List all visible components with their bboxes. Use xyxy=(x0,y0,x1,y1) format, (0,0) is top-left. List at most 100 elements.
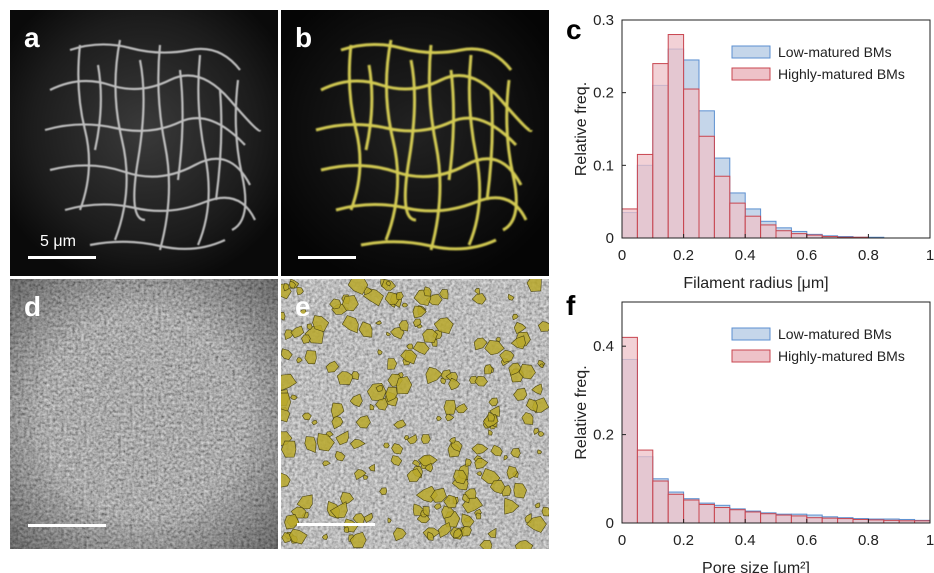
pore-region xyxy=(537,431,545,437)
pore-region xyxy=(422,506,430,517)
y-tick-label: 0.4 xyxy=(593,338,614,355)
pore-region xyxy=(288,528,308,545)
pore-region xyxy=(531,383,543,395)
pore-region xyxy=(443,494,457,509)
histogram-bar xyxy=(713,507,731,524)
pore-region xyxy=(377,349,383,355)
histogram-bar xyxy=(667,493,685,524)
x-tick-label: 0 xyxy=(618,247,626,264)
pore-region xyxy=(449,436,456,444)
pore-region xyxy=(514,540,534,549)
x-tick-label: 0.2 xyxy=(673,532,694,549)
pore-region xyxy=(503,455,508,461)
pore-region xyxy=(465,458,472,467)
pore-region xyxy=(512,313,519,321)
histogram-bar xyxy=(683,499,700,524)
y-tick-label: 0 xyxy=(606,230,614,247)
pore-region xyxy=(341,315,359,334)
pore-region xyxy=(506,465,518,480)
pore-region xyxy=(393,419,407,429)
pore-region xyxy=(383,442,390,449)
scale-bar xyxy=(28,524,106,527)
histogram-bar xyxy=(652,480,669,524)
pore-region xyxy=(343,526,350,534)
pore-region xyxy=(306,323,313,330)
x-tick-label: 0.4 xyxy=(735,247,756,264)
micrograph-panel-a: a 5 μm xyxy=(10,10,278,276)
pore-region xyxy=(406,468,422,482)
histogram-bar xyxy=(729,509,746,524)
pore-region xyxy=(369,403,375,411)
pore-region xyxy=(471,443,489,455)
pore-region xyxy=(510,335,526,350)
pore-region xyxy=(479,540,493,549)
pore-region xyxy=(398,320,409,332)
chart-letter-c: c xyxy=(566,14,582,45)
micrograph-panel-e: e xyxy=(281,279,549,549)
pore-region xyxy=(526,515,547,533)
micrograph-panel-d: d xyxy=(10,279,278,549)
pore-region xyxy=(406,434,418,445)
pore-region xyxy=(341,295,359,312)
pore-region xyxy=(391,443,404,455)
y-axis-label: Relative freq. xyxy=(573,365,590,459)
x-tick-label: 0.2 xyxy=(673,247,694,264)
pore-region xyxy=(476,471,483,477)
histogram-bar xyxy=(760,513,777,524)
pore-image-grayscale xyxy=(10,279,278,549)
pore-region xyxy=(537,321,549,332)
pore-region xyxy=(538,363,544,368)
pore-region xyxy=(423,286,432,297)
pore-region xyxy=(316,433,335,452)
pore-region xyxy=(406,343,414,350)
pore-region xyxy=(453,527,463,539)
pore-region xyxy=(387,517,392,523)
pore-region xyxy=(490,444,503,457)
legend-label: Highly-matured BMs xyxy=(778,348,905,364)
pore-region xyxy=(311,419,318,426)
pore-region xyxy=(336,371,354,385)
pore-region xyxy=(400,349,418,365)
pore-region xyxy=(363,474,369,480)
pore-region xyxy=(385,386,398,403)
x-tick-label: 1 xyxy=(926,247,934,264)
pore-region xyxy=(513,387,528,401)
pore-region xyxy=(288,280,296,289)
legend-swatch xyxy=(731,349,771,363)
pore-region xyxy=(424,462,434,473)
pore-region xyxy=(474,458,489,470)
pore-region xyxy=(347,279,369,295)
pore-region xyxy=(296,357,303,364)
pore-region xyxy=(513,321,527,335)
pore-region xyxy=(495,337,501,342)
pore-region xyxy=(335,430,349,446)
pore-region xyxy=(375,385,384,392)
scale-bar-label: 5 μm xyxy=(40,233,76,250)
x-axis-label: Filament radius [μm] xyxy=(683,275,828,292)
pore-region xyxy=(537,449,543,455)
pore-region xyxy=(304,350,317,365)
pore-region xyxy=(521,412,534,425)
pore-region xyxy=(534,502,541,509)
pore-region xyxy=(487,527,497,539)
scale-bar xyxy=(297,523,375,526)
y-tick-label: 0.1 xyxy=(593,157,614,174)
x-tick-label: 1 xyxy=(926,532,934,549)
pore-region xyxy=(488,429,493,436)
pore-region xyxy=(384,291,400,305)
pore-region xyxy=(350,439,366,450)
pore-region xyxy=(281,348,293,361)
pore-region xyxy=(438,522,452,538)
histogram-bar xyxy=(621,208,638,239)
pore-region xyxy=(304,436,317,453)
pore-region xyxy=(503,497,520,515)
pore-region xyxy=(396,376,413,395)
pore-region xyxy=(443,400,457,415)
pore-region xyxy=(541,506,549,517)
x-tick-label: 0 xyxy=(618,532,626,549)
pore-region xyxy=(483,364,493,375)
chart-letter-f: f xyxy=(566,290,576,321)
pore-region xyxy=(349,531,367,548)
pore-region xyxy=(461,513,475,528)
pore-region xyxy=(296,494,313,510)
